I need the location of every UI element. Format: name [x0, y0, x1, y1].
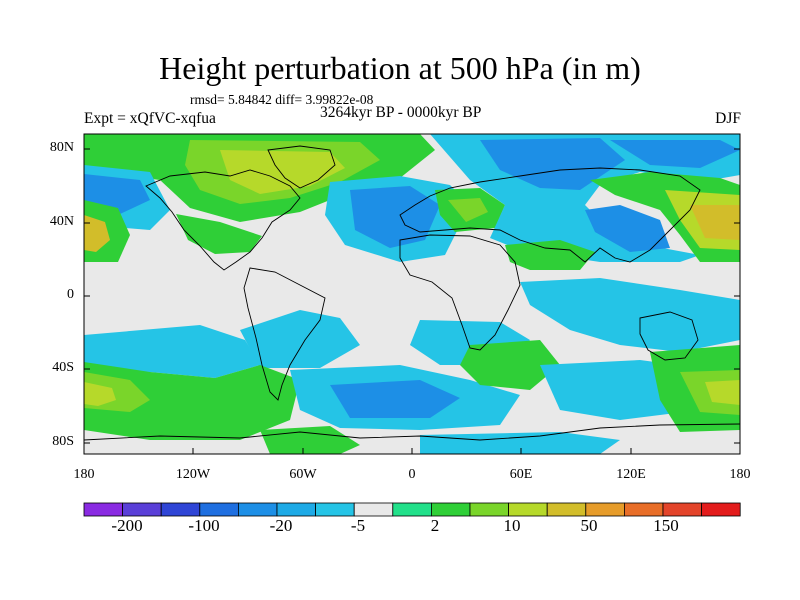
field-region-npac-east-ochre	[690, 205, 740, 240]
colorbar-swatch-14	[585, 502, 625, 517]
field-region-antarctic-cyan	[420, 432, 620, 454]
period-text: 3264kyr BP - 0000kyr BP	[320, 104, 482, 121]
field-region-west-ochre	[84, 215, 110, 252]
field-region-sw-yellow	[84, 382, 116, 406]
colorbar-swatch-13	[546, 502, 587, 517]
field-region-china-blue	[585, 205, 670, 252]
coast-greenland	[267, 145, 336, 189]
colorbar-swatch-9	[392, 502, 432, 517]
colorbar-label-7: 50	[580, 516, 598, 535]
lat-label-0: 0	[67, 287, 74, 302]
coast-eurasia	[399, 167, 701, 263]
field-region-antarctic-green	[260, 426, 360, 454]
colorbar-swatch-7	[315, 502, 355, 517]
field-region-indian-green	[460, 340, 560, 390]
colorbar-label-3: -20	[269, 516, 293, 535]
field-region-south-green-belt	[84, 362, 300, 440]
height-field	[84, 134, 740, 454]
lon-label-60w: 60W	[289, 467, 317, 482]
colorbar-swatch-3	[160, 502, 201, 517]
field-region-south-pacific-cyan	[84, 325, 260, 378]
lat-ticks	[84, 148, 740, 444]
coast-africa	[399, 234, 521, 351]
colorbar-swatch-2	[122, 502, 162, 517]
colorbar	[83, 502, 741, 517]
colorbar-swatch-17	[701, 502, 741, 517]
stats-text: rmsd= 5.84842 diff= 3.99822e-08	[190, 92, 374, 107]
field-region-natlantic-blue	[350, 186, 440, 248]
colorbar-swatch-11	[469, 502, 509, 517]
lon-label-0: 0	[408, 467, 416, 482]
lat-label-80n: 80N	[49, 140, 74, 155]
coast-antarctica	[84, 423, 740, 441]
lon-label-60e: 60E	[509, 467, 533, 482]
season-label: DJF	[715, 110, 741, 127]
experiment-label: Expt = xQfVC-xqfua	[84, 110, 216, 127]
field-region-se-yellow	[705, 380, 740, 405]
colorbar-label-5: 2	[430, 516, 440, 535]
colorbar-swatch-4	[199, 502, 239, 517]
colorbar-label-1: -200	[111, 516, 143, 535]
lat-label-40n: 40N	[49, 214, 74, 229]
colorbar-swatch-15	[624, 502, 664, 517]
colorbar-label-2: -100	[188, 516, 220, 535]
field-region-siberia-blue	[610, 140, 740, 168]
colorbar-swatch-12	[508, 502, 548, 517]
field-region-arabia-green	[505, 240, 595, 270]
colorbar-label-8: 150	[653, 516, 679, 535]
colorbar-swatch-8	[353, 502, 394, 517]
colorbar-label-4: -5	[350, 516, 366, 535]
field-region-indian-cyan	[520, 278, 740, 352]
colorbar-swatch-10	[430, 502, 471, 517]
lat-label-40s: 40S	[52, 360, 74, 375]
colorbar-swatch-1	[83, 502, 123, 517]
lon-label-120w: 120W	[175, 467, 211, 482]
lon-label-180w: 180	[73, 467, 95, 482]
lon-ticks	[83, 448, 741, 454]
lon-label-180e: 180	[729, 467, 751, 482]
coastlines	[84, 145, 740, 441]
colorbar-swatch-6	[276, 502, 316, 517]
coast-north-america	[145, 169, 301, 271]
colorbar-swatch-5	[237, 502, 278, 517]
colorbar-swatch-16	[662, 502, 702, 517]
field-region-greenland-yellow	[220, 150, 345, 194]
coast-australia	[639, 311, 699, 361]
lon-label-120e: 120E	[616, 467, 646, 482]
colorbar-label-6: 10	[503, 516, 521, 535]
field-region-south-atlantic-blue	[330, 380, 460, 418]
field-region-sa-cyan	[240, 310, 360, 368]
coast-south-america	[243, 267, 326, 401]
field-region-europe-lime	[448, 198, 488, 222]
figure-title: Height perturbation at 500 hPa (in m)	[159, 50, 641, 86]
lat-label-80s: 80S	[52, 434, 74, 449]
